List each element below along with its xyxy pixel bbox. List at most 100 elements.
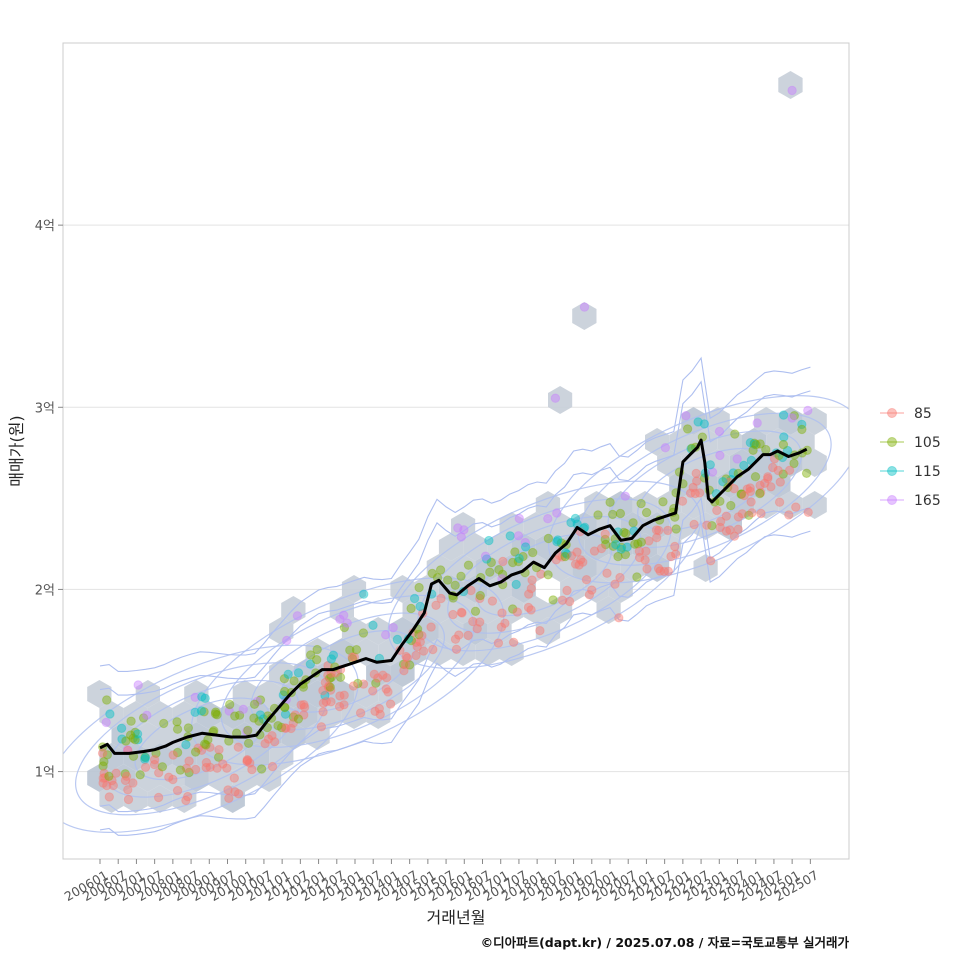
scatter-point bbox=[778, 469, 788, 479]
scatter-point bbox=[175, 765, 186, 775]
scatter-point bbox=[775, 477, 785, 487]
scatter-point bbox=[746, 497, 756, 507]
scatter-point bbox=[608, 541, 618, 551]
scatter-point bbox=[611, 540, 621, 550]
scatter-point bbox=[716, 516, 726, 527]
scatter-point bbox=[564, 596, 575, 607]
scatter-point bbox=[691, 468, 701, 479]
scatter-point bbox=[414, 582, 424, 593]
legend-label: 115 bbox=[914, 464, 941, 480]
scatter-point bbox=[600, 529, 610, 539]
legend-key-point bbox=[887, 437, 897, 447]
density-contour bbox=[280, 630, 416, 713]
scatter-point bbox=[201, 762, 211, 773]
scatter-point bbox=[528, 547, 538, 558]
density-contour bbox=[220, 594, 475, 748]
scatter-point bbox=[653, 563, 664, 574]
scatter-point bbox=[634, 546, 645, 556]
scatter-point bbox=[682, 424, 693, 434]
scatter-point bbox=[388, 622, 398, 633]
scatter-point bbox=[593, 510, 603, 520]
scatter-point bbox=[732, 454, 742, 464]
scatter-point bbox=[104, 792, 115, 802]
scatter-point bbox=[620, 549, 631, 560]
scatter-point bbox=[561, 548, 571, 558]
scatter-point bbox=[486, 557, 496, 568]
hexbin-cell bbox=[208, 764, 233, 792]
scatter-point bbox=[99, 768, 109, 779]
hexbin-cell bbox=[523, 554, 548, 582]
scatter-point bbox=[553, 535, 563, 545]
scatter-point bbox=[715, 450, 725, 461]
scatter-point bbox=[305, 659, 316, 669]
scatter-point bbox=[737, 509, 747, 519]
scatter-point bbox=[436, 593, 446, 604]
scatter-point bbox=[554, 551, 565, 561]
scatter-point bbox=[651, 525, 662, 535]
scatter-point bbox=[787, 85, 797, 96]
scatter-point bbox=[616, 542, 627, 552]
scatter-point bbox=[133, 680, 143, 690]
scatter-point bbox=[371, 678, 381, 688]
scatter-point bbox=[453, 523, 463, 533]
scatter-point bbox=[658, 497, 668, 507]
scatter-point bbox=[560, 551, 570, 562]
scatter-point bbox=[205, 762, 215, 772]
scatter-point bbox=[299, 710, 309, 720]
scatter-point bbox=[212, 763, 222, 773]
scatter-point bbox=[149, 755, 160, 765]
scatter-point bbox=[135, 770, 145, 780]
density-contour bbox=[104, 679, 300, 798]
scatter-point bbox=[616, 544, 626, 554]
scatter-point bbox=[622, 542, 632, 552]
scatter-point bbox=[234, 710, 245, 720]
scatter-point bbox=[123, 794, 134, 805]
scatter-point bbox=[733, 512, 744, 522]
scatter-point bbox=[318, 698, 329, 708]
scatter-point bbox=[514, 513, 524, 524]
scatter-point bbox=[120, 775, 131, 786]
scatter-point bbox=[566, 517, 576, 528]
hexbin-cell bbox=[560, 533, 585, 561]
scatter-point bbox=[401, 651, 411, 662]
hexbin-cell bbox=[620, 554, 645, 582]
scatter-point bbox=[663, 525, 673, 536]
scatter-point bbox=[508, 557, 518, 568]
scatter-point bbox=[358, 628, 369, 638]
x-axis-title: 거래년월 bbox=[427, 908, 486, 927]
scatter-point bbox=[254, 716, 264, 726]
scatter-point bbox=[117, 734, 127, 744]
hexbin-cell bbox=[645, 512, 670, 540]
scatter-point bbox=[383, 687, 393, 697]
scatter-point bbox=[368, 686, 378, 696]
scatter-point bbox=[224, 706, 234, 716]
scatter-point bbox=[721, 511, 731, 521]
scatter-point bbox=[670, 541, 680, 552]
hexbin-cell bbox=[693, 554, 718, 582]
scatter-point bbox=[730, 429, 740, 439]
hexbin-cell bbox=[135, 722, 160, 750]
density-contour bbox=[476, 533, 613, 617]
scatter-point bbox=[288, 718, 298, 728]
scatter-point bbox=[255, 710, 265, 720]
hexbin-cell bbox=[111, 722, 136, 750]
scatter-point bbox=[325, 682, 335, 692]
scatter-point bbox=[368, 620, 378, 630]
hexbin-cell bbox=[487, 575, 512, 603]
scatter-point bbox=[293, 714, 304, 724]
scatter-point bbox=[729, 531, 740, 541]
density-contour bbox=[577, 412, 832, 566]
scatter-point bbox=[557, 552, 567, 562]
hexbin-cell bbox=[572, 554, 597, 582]
scatter-point bbox=[373, 673, 383, 683]
scatter-point bbox=[749, 439, 759, 449]
scatter-point bbox=[699, 419, 710, 429]
scatter-point bbox=[249, 699, 260, 709]
scatter-point bbox=[123, 785, 133, 795]
scatter-point bbox=[773, 465, 783, 476]
scatter-point bbox=[98, 773, 108, 783]
scatter-point bbox=[242, 755, 253, 766]
scatter-point bbox=[181, 740, 191, 750]
scatter-point bbox=[468, 616, 478, 627]
